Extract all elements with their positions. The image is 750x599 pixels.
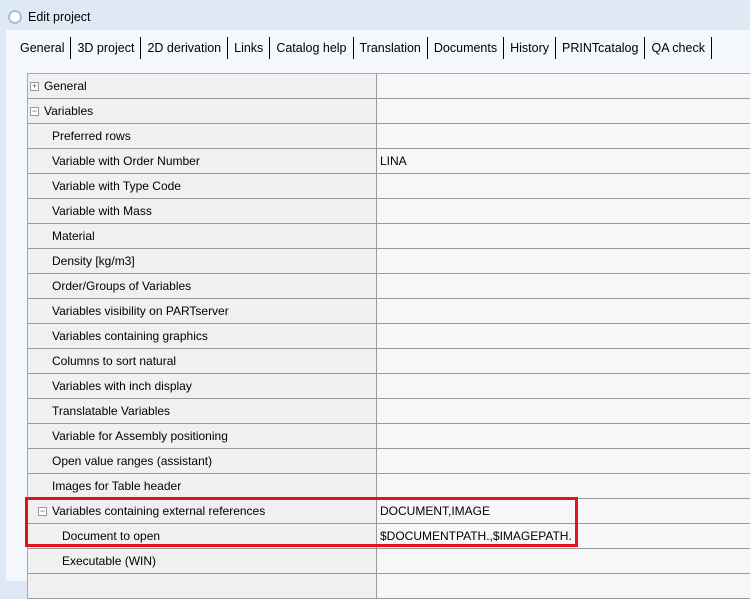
title-bar: Edit project [0, 4, 750, 30]
property-row[interactable] [28, 574, 750, 599]
property-value[interactable] [377, 274, 750, 298]
property-name: Open value ranges (assistant) [28, 449, 377, 473]
property-label: Order/Groups of Variables [52, 279, 192, 293]
property-row[interactable]: Variables visibility on PARTserver [28, 299, 750, 324]
expand-icon[interactable]: + [30, 80, 39, 91]
tab-documents[interactable]: Documents [428, 37, 505, 59]
property-label: Images for Table header [52, 479, 182, 493]
property-row[interactable]: Variables containing graphics [28, 324, 750, 349]
property-value[interactable] [377, 474, 750, 498]
property-name: + General [28, 74, 377, 98]
property-name [28, 574, 377, 598]
property-value[interactable] [377, 199, 750, 223]
property-row[interactable]: Executable (WIN) [28, 549, 750, 574]
property-row[interactable]: Order/Groups of Variables [28, 274, 750, 299]
tab-links[interactable]: Links [228, 37, 271, 59]
property-row[interactable]: Variables with inch display [28, 374, 750, 399]
property-name: Columns to sort natural [28, 349, 377, 373]
property-name: Images for Table header [28, 474, 377, 498]
property-label: Open value ranges (assistant) [52, 454, 213, 468]
property-label: Columns to sort natural [52, 354, 177, 368]
property-label: General [44, 79, 87, 93]
property-name: Order/Groups of Variables [28, 274, 377, 298]
property-value[interactable] [377, 574, 750, 598]
property-label: Variable with Type Code [52, 179, 181, 193]
property-value[interactable] [377, 349, 750, 373]
property-value[interactable]: LINA [377, 149, 750, 173]
property-value[interactable] [377, 74, 750, 98]
tab-general[interactable]: General [14, 37, 72, 59]
property-label: Density [kg/m3] [52, 254, 135, 268]
property-name: Variable for Assembly positioning [28, 424, 377, 448]
tab-qa-check[interactable]: QA check [645, 37, 712, 59]
highlight-box [25, 497, 578, 547]
property-label: Material [52, 229, 95, 243]
property-row[interactable]: Variable with Type Code [28, 174, 750, 199]
property-name: Density [kg/m3] [28, 249, 377, 273]
property-value[interactable] [377, 549, 750, 573]
property-label: Variables [44, 104, 94, 118]
property-label: Variables containing graphics [52, 329, 208, 343]
tab-2d-derivation[interactable]: 2D derivation [141, 37, 229, 59]
property-row[interactable]: + General [28, 74, 750, 99]
property-name: − Variables [28, 99, 377, 123]
property-name: Variable with Type Code [28, 174, 377, 198]
tab-catalog-help[interactable]: Catalog help [270, 37, 354, 59]
property-value[interactable] [377, 324, 750, 348]
property-value[interactable]: DOCUMENT,IMAGE [377, 499, 750, 523]
collapse-icon[interactable]: − [38, 505, 47, 516]
property-name: Variable with Mass [28, 199, 377, 223]
property-value[interactable] [377, 374, 750, 398]
tab-translation[interactable]: Translation [354, 37, 428, 59]
property-row[interactable]: Material [28, 224, 750, 249]
property-label: Executable (WIN) [62, 554, 157, 568]
tab-bar: General 3D project 2D derivation Links Catal… [14, 36, 712, 60]
property-label: Variable for Assembly positioning [52, 429, 228, 443]
property-label: Variable with Mass [52, 204, 152, 218]
property-value[interactable] [377, 449, 750, 473]
property-label: Variable with Order Number [52, 154, 200, 168]
property-label: Translatable Variables [52, 404, 171, 418]
property-value[interactable] [377, 399, 750, 423]
collapse-icon[interactable]: − [30, 105, 39, 116]
property-value[interactable] [377, 249, 750, 273]
property-value[interactable] [377, 424, 750, 448]
property-label: Document to open [62, 529, 161, 543]
property-row[interactable]: Preferred rows [28, 124, 750, 149]
property-value[interactable] [377, 124, 750, 148]
property-row[interactable]: Columns to sort natural [28, 349, 750, 374]
property-name: Preferred rows [28, 124, 377, 148]
property-name: Executable (WIN) [28, 549, 377, 573]
property-name: Variable with Order Number [28, 149, 377, 173]
app-icon [8, 10, 22, 24]
property-value[interactable] [377, 174, 750, 198]
property-row[interactable]: Variable with Order Number LINA [28, 149, 750, 174]
property-name: Variables with inch display [28, 374, 377, 398]
property-row[interactable]: Translatable Variables [28, 399, 750, 424]
property-row[interactable]: − Variables [28, 99, 750, 124]
tab-printcatalog[interactable]: PRINTcatalog [556, 37, 646, 59]
property-row[interactable]: Density [kg/m3] [28, 249, 750, 274]
property-row[interactable]: − Variables containing external reference… [28, 499, 750, 524]
property-name: Translatable Variables [28, 399, 377, 423]
property-name: Variables visibility on PARTserver [28, 299, 377, 323]
window-title: Edit project [28, 10, 91, 24]
property-name: Material [28, 224, 377, 248]
property-row[interactable]: Variable with Mass [28, 199, 750, 224]
property-row[interactable]: Images for Table header [28, 474, 750, 499]
property-label: Preferred rows [52, 129, 131, 143]
property-value[interactable] [377, 224, 750, 248]
property-value[interactable] [377, 299, 750, 323]
tab-3d-project[interactable]: 3D project [71, 37, 142, 59]
property-label: Variables visibility on PARTserver [52, 304, 229, 318]
property-label: Variables with inch display [52, 379, 192, 393]
property-row[interactable]: Open value ranges (assistant) [28, 449, 750, 474]
property-grid: + General − Variables Preferred rows Variable… [27, 73, 750, 599]
tab-history[interactable]: History [504, 37, 557, 59]
property-name: − Variables containing external reference… [28, 499, 377, 523]
property-value[interactable] [377, 99, 750, 123]
property-label: Variables containing external references [52, 504, 266, 518]
property-row[interactable]: Variable for Assembly positioning [28, 424, 750, 449]
property-name: Variables containing graphics [28, 324, 377, 348]
